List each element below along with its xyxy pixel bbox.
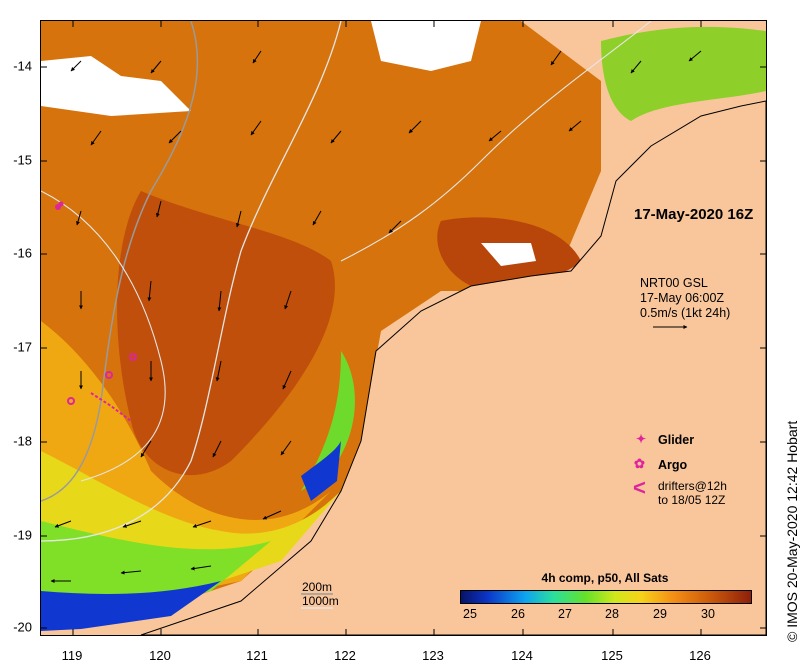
argo-legend-icon: ✿ — [634, 456, 645, 471]
colorbar-tick: 27 — [558, 607, 572, 621]
drifter-track — [90, 392, 132, 422]
axis-ticks — [41, 21, 766, 635]
argo-legend-label: Argo — [658, 458, 688, 472]
contour-shelf-east — [340, 21, 652, 262]
ocean-cold-east — [301, 441, 341, 501]
glider-track — [55, 201, 64, 210]
drifter-legend-label: drifters@12h to 18/05 12Z — [658, 479, 727, 507]
ocean-north-green — [601, 26, 766, 121]
y-tick-label: -15 — [13, 152, 32, 168]
drifter-legend-line2: to 18/05 12Z — [658, 493, 726, 507]
glider-legend-label: Glider — [658, 433, 695, 447]
y-tick-label: -17 — [13, 339, 32, 355]
contour-shelf — [41, 190, 166, 482]
y-tick-label: -14 — [13, 58, 32, 74]
contour-legend-1000m: 1000m — [302, 594, 339, 608]
y-tick-label: -20 — [13, 619, 32, 635]
y-tick-label: -16 — [13, 245, 32, 261]
drifter-legend-line1: drifters@12h — [658, 479, 727, 493]
current-vectors — [50, 50, 702, 583]
colorbar — [460, 590, 752, 604]
y-tick-label: -19 — [13, 527, 32, 543]
vector-legend: NRT00 GSL 17-May 06:00Z 0.5m/s (1kt 24h) — [640, 276, 730, 321]
colorbar-tick: 30 — [701, 607, 715, 621]
x-tick-label: 122 — [334, 648, 356, 663]
glider-legend-icon: ✦ — [636, 432, 647, 446]
imos-credit: © IMOS 20-May-2020 12:42 Hobart — [784, 421, 800, 642]
cloud-patch-gulf — [481, 243, 536, 266]
cloud-patch-north — [371, 21, 481, 71]
x-tick-label: 126 — [689, 648, 711, 663]
x-tick-label: 121 — [246, 648, 268, 663]
contour-legend-200m: 200m — [302, 580, 333, 594]
copyright-icon: © — [784, 631, 800, 642]
contour-1000m — [41, 21, 342, 542]
colorbar-tick: 29 — [653, 607, 667, 621]
vector-time: 17-May 06:00Z — [640, 291, 725, 305]
land-mass — [140, 100, 766, 635]
sst-map — [41, 21, 766, 635]
colorbar-title: 4h comp, p50, All Sats — [541, 571, 669, 585]
map-area[interactable] — [40, 20, 767, 636]
colorbar-tick: 25 — [463, 607, 477, 621]
x-tick-label: 125 — [601, 648, 623, 663]
drifter-legend-icon: < — [633, 475, 646, 500]
x-tick-label: 123 — [422, 648, 444, 663]
credit-text: IMOS 20-May-2020 12:42 Hobart — [784, 420, 800, 628]
contour-legend: 200m 1000m — [302, 580, 339, 608]
ocean-hot — [117, 191, 335, 476]
vector-scale: 0.5m/s (1kt 24h) — [640, 306, 731, 320]
map-datetime-title: 17-May-2020 16Z — [634, 206, 754, 223]
colorbar-tick: 26 — [511, 607, 525, 621]
x-tick-label: 120 — [149, 648, 171, 663]
y-tick-label: -18 — [13, 433, 32, 449]
x-tick-label: 124 — [511, 648, 533, 663]
x-tick-label: 119 — [61, 648, 83, 663]
colorbar-tick: 28 — [605, 607, 619, 621]
ocean-coastal-green — [301, 351, 355, 491]
contour-200m — [41, 21, 199, 502]
ocean-cold — [41, 581, 221, 631]
argo-floats — [67, 353, 137, 405]
cloud-patch-west — [41, 56, 191, 116]
vector-source: NRT00 GSL — [640, 276, 708, 290]
